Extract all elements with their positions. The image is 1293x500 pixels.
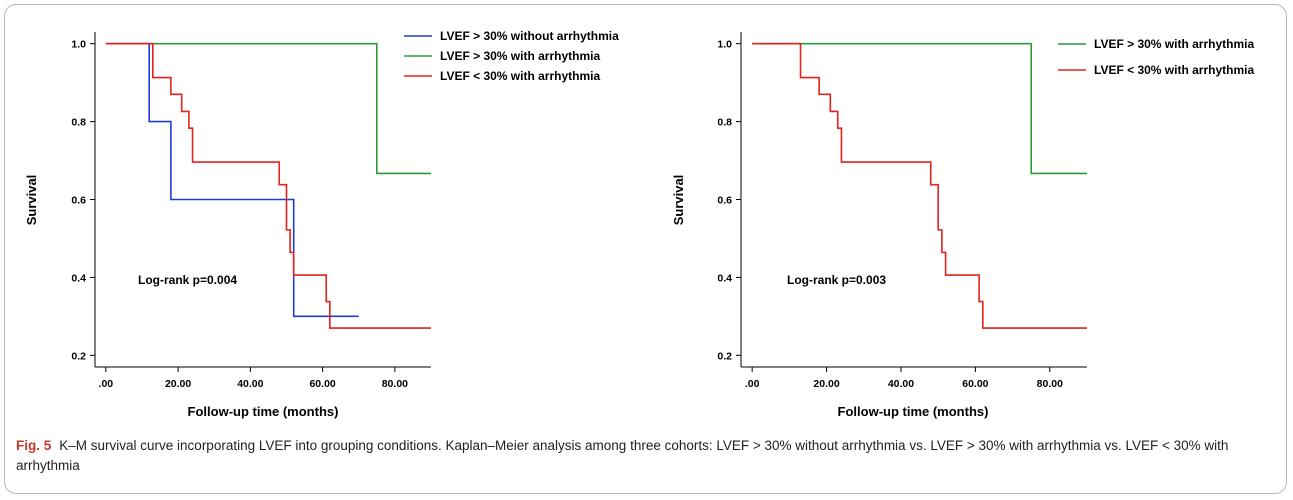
y-tick-label: 1.0 (717, 39, 732, 51)
y-tick-label: 1.0 (71, 39, 86, 51)
legend-label: LVEF > 30% with arrhythmia (440, 49, 600, 63)
legend-label: LVEF < 30% with arrhythmia (1094, 63, 1254, 77)
x-tick-label: 40.00 (888, 378, 914, 390)
caption-text: K–M survival curve incorporating LVEF in… (16, 438, 1229, 473)
survival-curve-lvef-30-with-arrhythmia (105, 42, 431, 175)
x-tick-label: 60.00 (309, 378, 335, 390)
km-chart-left: 0.2 0.4 0.6 0.8 1.0 .00 20.00 40.00 60.00 80.00 LV… (24, 29, 619, 419)
survival-curve-lvef-30-with-arrhythmia (752, 42, 1087, 175)
survival-curve-lvef-30-with-arrhythmia (105, 42, 431, 329)
y-axis-title: Survival (24, 175, 39, 226)
y-tick-label: 0.2 (71, 350, 86, 362)
survival-curve-lvef-30-without-arrhythmia (105, 42, 359, 318)
y-axis-title: Survival (671, 175, 686, 226)
figure-frame (4, 4, 1287, 494)
x-tick-label: 20.00 (813, 378, 839, 390)
y-tick-label: 0.4 (717, 272, 732, 284)
x-axis-title: Follow-up time (months) (188, 404, 339, 419)
x-tick-label: 60.00 (962, 378, 988, 390)
x-axis-title: Follow-up time (months) (838, 404, 989, 419)
legend-label: LVEF < 30% with arrhythmia (440, 69, 600, 83)
log-rank-annotation: Log-rank p=0.004 (138, 273, 237, 287)
log-rank-annotation: Log-rank p=0.003 (787, 273, 886, 287)
legend-label: LVEF > 30% without arrhythmia (440, 29, 619, 43)
x-tick-label: 20.00 (165, 378, 191, 390)
survival-curve-lvef-30-with-arrhythmia (752, 42, 1087, 329)
y-tick-label: 0.8 (717, 117, 732, 129)
y-tick-label: 0.4 (71, 272, 86, 284)
x-tick-label: .00 (745, 378, 760, 390)
x-tick-label: .00 (99, 378, 114, 390)
x-tick-label: 80.00 (1037, 378, 1063, 390)
y-tick-label: 0.2 (717, 350, 732, 362)
y-tick-label: 0.6 (71, 195, 86, 207)
km-chart-right: 0.2 0.4 0.6 0.8 1.0 .00 20.00 40.00 60.00 80.00 LV… (671, 32, 1254, 419)
y-tick-label: 0.8 (71, 117, 86, 129)
legend-label: LVEF > 30% with arrhythmia (1094, 37, 1254, 51)
figure-label: Fig. 5 (16, 438, 52, 453)
x-tick-label: 40.00 (237, 378, 263, 390)
x-tick-label: 80.00 (382, 378, 408, 390)
figure-caption: Fig. 5 K–M survival curve incorporating L… (16, 436, 1278, 476)
y-tick-label: 0.6 (717, 195, 732, 207)
